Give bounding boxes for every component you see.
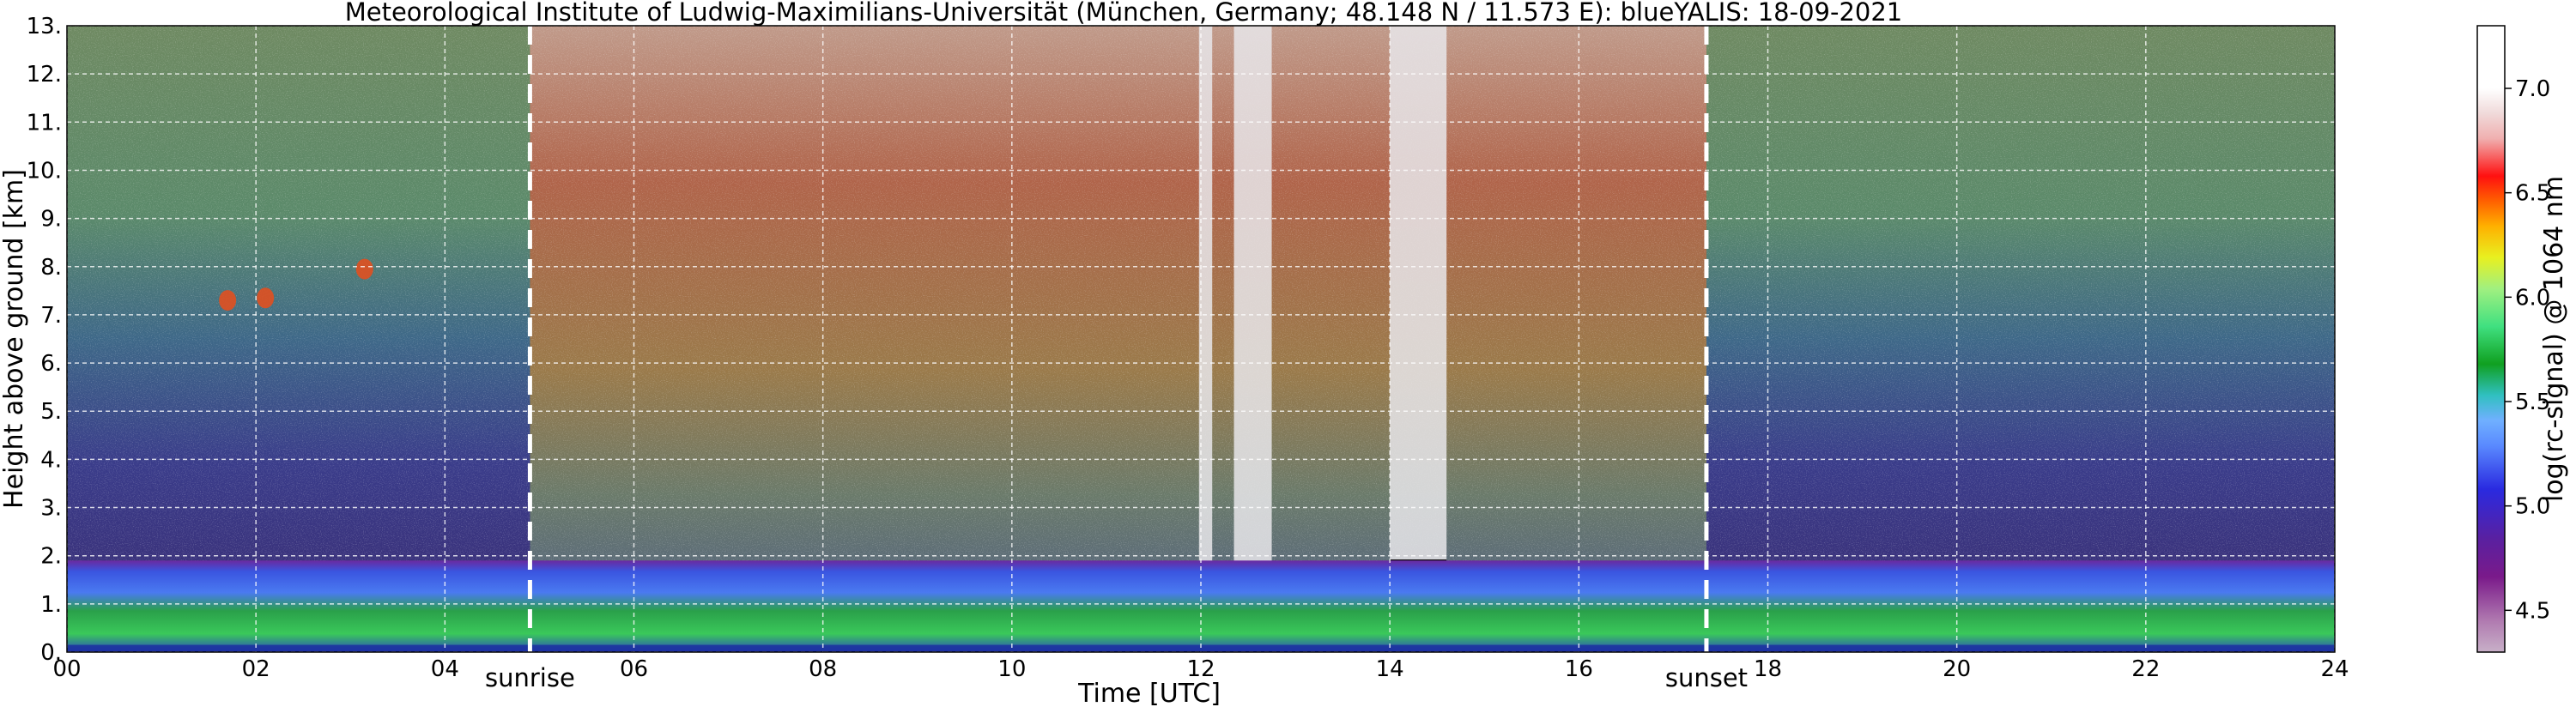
x-tick-label: 10 <box>997 656 1026 682</box>
y-tick-label: 11. <box>27 110 62 136</box>
colorbar-tick-label: 6.5 <box>2515 181 2550 207</box>
y-tick-label: 13. <box>27 14 62 39</box>
y-tick-label: 5. <box>40 399 62 425</box>
colorbar-tick-label: 6.0 <box>2515 285 2550 311</box>
colorbar-tick-label: 7.0 <box>2515 76 2550 102</box>
sunset-label: sunset <box>1665 663 1748 692</box>
colorbar-label: log(rc-signal) @ 1064 nm <box>2539 176 2569 502</box>
cloud-column <box>1390 26 1447 564</box>
cloud-column <box>1198 26 1213 583</box>
x-tick-label: 00 <box>52 656 81 682</box>
colorbar-tick-label: 5.5 <box>2515 390 2550 415</box>
y-tick-label: 12. <box>27 62 62 88</box>
plot-area: 00 02 04 06 08 10 12 14 16 18 20 22 24 0. 1. 2. 3. 4. 5. 6.… <box>27 14 2349 692</box>
x-tick-label: 20 <box>1943 656 1971 682</box>
x-tick-label: 14 <box>1376 656 1404 682</box>
y-tick-label: 6. <box>40 351 62 377</box>
y-tick-label: 4. <box>40 447 62 473</box>
y-tick-label: 1. <box>40 592 62 618</box>
y-tick-label: 3. <box>40 496 62 522</box>
y-tick-label: 8. <box>40 255 62 281</box>
y-axis-label: Height above ground [km] <box>0 169 29 509</box>
surface-layer <box>67 644 2335 652</box>
x-axis-label: Time [UTC] <box>1077 679 1221 707</box>
y-tick-label: 0. <box>40 640 62 666</box>
y-tick-label: 2. <box>40 544 62 570</box>
plot-content <box>67 26 2335 652</box>
x-tick-label: 12 <box>1186 656 1215 682</box>
cloud-column <box>1233 26 1272 576</box>
aerosol-feature <box>219 290 237 311</box>
x-tick-label: 04 <box>431 656 459 682</box>
colorbar-tick-label: 5.0 <box>2515 494 2550 520</box>
y-tick-label: 7. <box>40 303 62 329</box>
y-tick-label: 10. <box>27 158 62 184</box>
plot-frame <box>66 25 2336 653</box>
colorbar-tick-label: 4.5 <box>2515 598 2550 624</box>
x-tick-label: 02 <box>242 656 270 682</box>
x-tick-label: 24 <box>2320 656 2349 682</box>
aerosol-feature <box>355 258 373 280</box>
x-tick-label: 18 <box>1754 656 1782 682</box>
colorbar-fill <box>2476 25 2506 653</box>
y-tick-label: 9. <box>40 207 62 233</box>
x-tick-label: 16 <box>1565 656 1593 682</box>
x-tick-label: 08 <box>809 656 837 682</box>
aerosol-feature <box>257 287 275 309</box>
colorbar: 4.5 5.0 5.5 6.0 6.5 7.0 <box>2476 25 2550 653</box>
chart-title: Meteorological Institute of Ludwig-Maxim… <box>345 0 1903 27</box>
x-tick-label: 22 <box>2131 656 2160 682</box>
sunrise-label: sunrise <box>485 663 575 692</box>
x-tick-label: 06 <box>620 656 648 682</box>
